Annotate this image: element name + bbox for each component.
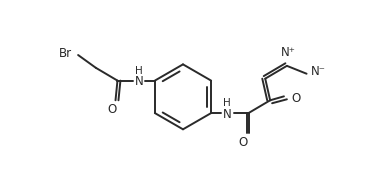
Text: O: O: [292, 92, 301, 105]
Text: H: H: [135, 66, 143, 76]
Text: N: N: [135, 75, 143, 88]
Text: O: O: [238, 136, 247, 149]
Text: H: H: [223, 98, 231, 108]
Text: N: N: [223, 108, 231, 121]
Text: N⁻: N⁻: [311, 65, 326, 78]
Text: N⁺: N⁺: [280, 46, 295, 59]
Text: O: O: [107, 103, 116, 116]
Text: Br: Br: [59, 47, 72, 60]
